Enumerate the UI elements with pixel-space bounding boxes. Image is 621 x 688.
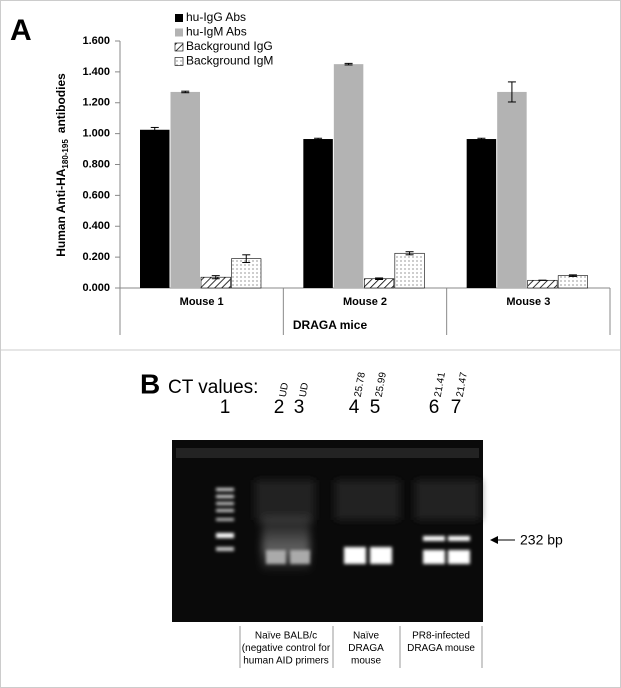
group-label: Naïve — [353, 631, 380, 642]
bar — [527, 279, 558, 289]
legend-swatch — [175, 28, 183, 37]
x-tick-label: Mouse 3 — [506, 296, 550, 308]
error-bar — [314, 137, 323, 141]
error-bar — [405, 251, 414, 256]
lane-number: 2 — [274, 397, 285, 418]
bar — [497, 91, 527, 288]
gel-image — [172, 440, 483, 622]
ct-value: 21.47 — [455, 371, 470, 398]
group-label: Naïve BALB/c — [255, 631, 317, 642]
gel-glow — [255, 480, 480, 570]
y-tick-label: 1.200 — [82, 97, 110, 109]
y-tick-label: 1.000 — [82, 128, 110, 140]
lane-number: 1 — [220, 397, 231, 418]
legend-swatch — [175, 14, 183, 22]
bar — [557, 275, 588, 289]
lane-number: 5 — [370, 397, 381, 418]
lane-number: 6 — [429, 397, 440, 418]
bar — [466, 139, 497, 288]
group-label: DRAGA — [348, 643, 384, 654]
error-bar — [507, 81, 516, 103]
gel-panel: B CT values: 232 bp 1 2 3 4 5 6 7 UD UD 25.78 25.9… — [140, 368, 563, 668]
ct-value: 25.99 — [374, 371, 389, 398]
legend-swatch — [174, 42, 184, 52]
group-label: human AID primers — [243, 656, 329, 667]
bar — [303, 139, 333, 288]
bar — [231, 258, 262, 289]
y-title-sub: 180-195 — [61, 139, 70, 169]
y-tick-label: 0.600 — [82, 189, 110, 201]
group-label: DRAGA mouse — [407, 643, 475, 654]
error-bar — [477, 137, 486, 141]
group-dividers — [239, 626, 483, 668]
legend-label: hu-IgM Abs — [186, 25, 247, 39]
y-title-part: antibodies — [54, 73, 68, 133]
lane-number: 4 — [349, 397, 360, 418]
y-tick-label: 0.200 — [82, 251, 110, 263]
arrow-head — [490, 536, 498, 544]
gel-wells — [176, 448, 479, 458]
bar — [140, 129, 170, 288]
ct-title: CT values: — [168, 377, 258, 398]
ct-value: 21.41 — [433, 371, 448, 398]
error-bar — [211, 275, 220, 280]
error-bar — [181, 90, 190, 94]
panel-label: B — [140, 368, 160, 399]
x-tick-label: Mouse 2 — [343, 296, 387, 308]
group-label: (negative control for — [242, 643, 331, 654]
ct-value: UD — [278, 382, 291, 398]
legend-label: Background IgG — [186, 39, 273, 53]
bar — [170, 91, 200, 288]
y-axis-title: Human Anti-HA180-195 antibodies — [54, 73, 70, 257]
y-tick-label: 1.400 — [82, 66, 110, 78]
y-tick-label: 0.400 — [82, 220, 110, 232]
error-bar — [150, 126, 159, 133]
band-label: 232 bp — [520, 532, 563, 548]
bar — [364, 278, 395, 289]
x-axis-title: DRAGA mice — [293, 318, 368, 332]
error-bar — [375, 277, 384, 281]
x-tick-label: Mouse 1 — [180, 296, 224, 308]
legend-label: Background IgM — [186, 54, 273, 68]
group-label: mouse — [351, 656, 381, 667]
legend-label: hu-IgG Abs — [186, 10, 246, 24]
y-tick-label: 0.000 — [82, 282, 110, 294]
bar — [394, 252, 425, 289]
lane-number: 3 — [294, 397, 305, 418]
lane-number: 7 — [451, 397, 462, 418]
bar — [333, 64, 364, 288]
legend-swatch — [174, 57, 184, 66]
error-bar — [242, 254, 251, 264]
error-bar — [344, 62, 353, 66]
panel-label: A — [10, 14, 32, 47]
ct-value: 25.78 — [353, 371, 368, 398]
y-tick-label: 1.600 — [82, 35, 110, 47]
group-label: PR8-infected — [412, 631, 470, 642]
ct-value: UD — [298, 382, 311, 398]
y-title-part: Human Anti-HA — [54, 168, 68, 257]
y-tick-label: 0.800 — [82, 158, 110, 170]
error-bar — [568, 274, 577, 277]
gel-bands — [216, 488, 470, 564]
